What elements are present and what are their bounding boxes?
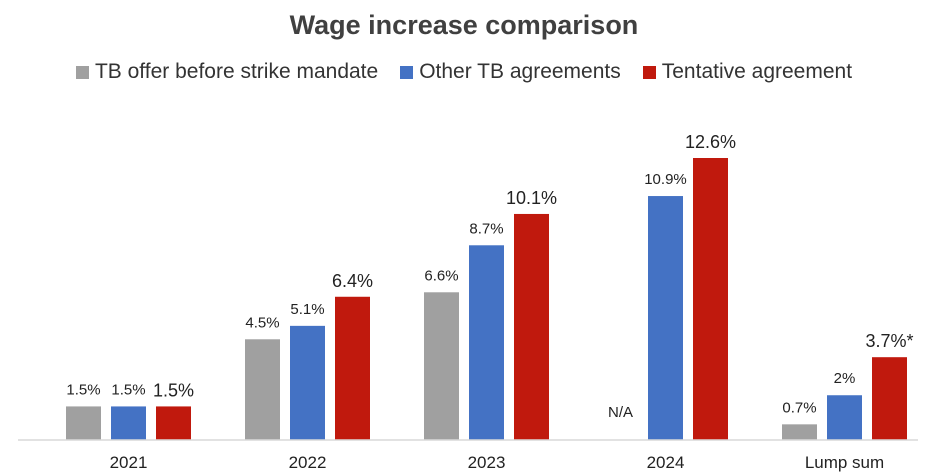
data-label-tb-offer-0: 1.5%: [66, 381, 100, 398]
x-tick-label-0: 2021: [110, 453, 148, 472]
bar-tentative-2: [514, 213, 549, 440]
data-label-tentative-1: 6.4%: [332, 271, 373, 291]
data-label-other-tb-2: 8.7%: [469, 220, 503, 237]
data-label-other-tb-3: 10.9%: [644, 171, 687, 188]
bar-other-tb-0: [111, 406, 146, 440]
data-label-tb-offer-1: 4.5%: [245, 314, 279, 331]
value-labels-layer: 1.5% 1.5% 1.5% 4.5% 5.1% 6.4% 6.6% 8.7%10.1% N/A…: [66, 132, 913, 421]
legend-swatch-tb-offer: [75, 65, 89, 79]
bar-tentative-4: [872, 357, 907, 440]
bar-tb-offer-0: [66, 406, 101, 440]
x-tick-label-4: Lump sum: [805, 453, 884, 472]
bar-tentative-3: [693, 158, 728, 440]
bar-other-tb-4: [827, 395, 862, 440]
legend-item-tb-offer: TB offer before strike mandate: [75, 60, 379, 84]
bar-tb-offer-1: [245, 339, 280, 440]
data-label-other-tb-4: 2%: [834, 370, 856, 387]
data-label-tentative-4: 3.7%*: [865, 331, 913, 351]
x-tick-label-1: 2022: [289, 453, 327, 472]
bars-layer: [66, 158, 907, 440]
legend-swatch-tentative: [642, 65, 656, 79]
data-label-other-tb-1: 5.1%: [290, 301, 324, 318]
data-label-tentative-0: 1.5%: [153, 380, 194, 400]
bar-tb-offer-2: [424, 292, 459, 440]
data-label-tentative-2: 10.1%: [506, 188, 557, 208]
legend-item-other-tb: Other TB agreements: [400, 60, 621, 84]
legend-label-tentative: Tentative agreement: [661, 60, 853, 83]
x-tick-labels-layer: 2021 2022 2023 2024 Lump sum: [110, 453, 885, 472]
bar-other-tb-1: [290, 325, 325, 440]
legend-label-other-tb: Other TB agreements: [419, 60, 621, 83]
x-tick-label-3: 2024: [647, 453, 685, 472]
data-label-tentative-3: 12.6%: [685, 132, 736, 152]
legend-label-tb-offer: TB offer before strike mandate: [94, 60, 379, 83]
bar-tentative-1: [335, 296, 370, 440]
data-label-tb-offer-3: N/A: [608, 404, 633, 421]
legend-item-tentative: Tentative agreement: [642, 60, 853, 84]
data-label-tb-offer-4: 0.7%: [782, 399, 816, 416]
bar-tentative-0: [156, 406, 191, 440]
x-tick-label-2: 2023: [468, 453, 506, 472]
chart-title: Wage increase comparison: [289, 10, 639, 40]
data-label-tb-offer-2: 6.6%: [424, 267, 458, 284]
chart-legend: TB offer before strike mandate Other TB …: [0, 60, 928, 84]
data-label-other-tb-0: 1.5%: [111, 381, 145, 398]
bar-tb-offer-4: [782, 424, 817, 440]
bar-other-tb-3: [648, 196, 683, 440]
bar-other-tb-2: [469, 245, 504, 440]
legend-swatch-other-tb: [400, 65, 414, 79]
